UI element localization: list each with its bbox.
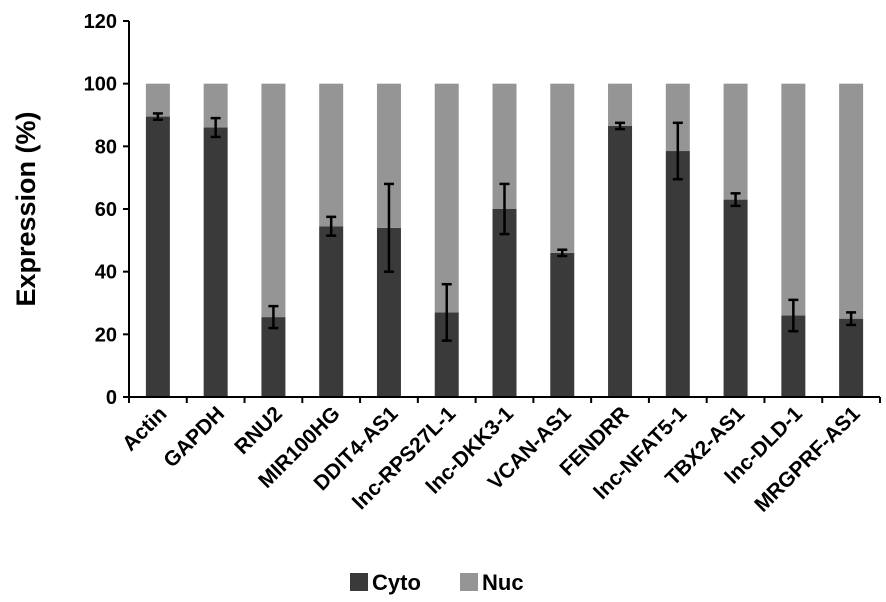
x-tick-label-lnc-rps27l-1: lnc-RPS27L-1: [348, 402, 460, 514]
legend-label-nuc: Nuc: [482, 570, 524, 595]
bar-nuc-rnu2: [261, 83, 286, 318]
y-tick-label-80: 80: [95, 136, 117, 158]
x-tick-label-mrgprf-as1: MRGPRF-AS1: [750, 402, 865, 517]
error-bar-lnc-rps27l-1: [441, 282, 452, 342]
x-tick-label-gapdh: GAPDH: [159, 402, 229, 472]
y-axis-title: Expression (%): [11, 111, 41, 306]
y-tick-label-20: 20: [95, 324, 117, 346]
error-bar-ddit4-as1: [383, 182, 394, 273]
y-tick-label-120: 120: [84, 11, 117, 33]
error-bar-actin: [152, 112, 163, 121]
error-bars-group: [152, 112, 857, 342]
bar-nuc-vcan-as1: [550, 83, 575, 253]
y-tick-labels: 0 20 40 60 80 100 120: [84, 11, 117, 409]
bar-cyto-actin: [145, 116, 170, 398]
bar-nuc-actin: [145, 83, 170, 117]
legend-swatch-nuc: [460, 573, 478, 591]
x-tick-label-rnu2: RNU2: [230, 402, 287, 459]
axes-group: [123, 20, 881, 403]
bars-group: [145, 83, 864, 398]
bar-nuc-mir100hg: [319, 83, 344, 227]
error-bar-gapdh: [210, 116, 221, 139]
error-bar-mir100hg: [326, 215, 337, 237]
y-tick-label-100: 100: [84, 74, 117, 96]
error-bar-vcan-as1: [557, 248, 568, 258]
bar-cyto-mrgprf-as1: [839, 318, 864, 397]
error-bar-lnc-nfat5-1: [672, 121, 683, 181]
error-bar-rnu2: [268, 304, 279, 330]
x-tick-label-actin: Actin: [118, 402, 171, 455]
error-bar-fendrr: [615, 121, 626, 131]
error-bar-lnc-dkk3-1: [499, 182, 510, 236]
error-bar-lnc-dld-1: [788, 298, 799, 333]
bar-cyto-vcan-as1: [550, 252, 575, 397]
bar-cyto-mir100hg: [319, 226, 344, 397]
legend-label-cyto: Cyto: [372, 570, 421, 595]
y-tick-label-0: 0: [106, 387, 117, 409]
y-tick-label-40: 40: [95, 262, 117, 284]
y-tick-label-60: 60: [95, 199, 117, 221]
error-bar-mrgprf-as1: [846, 311, 857, 327]
bar-nuc-fendrr: [608, 83, 633, 126]
bar-nuc-tbx2-as1: [723, 83, 748, 200]
bar-cyto-tbx2-as1: [723, 199, 748, 397]
bar-cyto-lnc-dkk3-1: [492, 209, 517, 397]
bar-cyto-lnc-nfat5-1: [665, 151, 690, 397]
legend: Cyto Nuc: [350, 570, 524, 595]
bar-nuc-mrgprf-as1: [839, 83, 864, 319]
bar-cyto-fendrr: [608, 125, 633, 397]
bar-nuc-lnc-rps27l-1: [434, 83, 459, 313]
error-bar-tbx2-as1: [730, 192, 741, 208]
bar-cyto-gapdh: [203, 127, 228, 398]
bar-nuc-lnc-dld-1: [781, 83, 806, 316]
bar-cyto-rnu2: [261, 317, 286, 397]
legend-swatch-cyto: [350, 573, 368, 591]
